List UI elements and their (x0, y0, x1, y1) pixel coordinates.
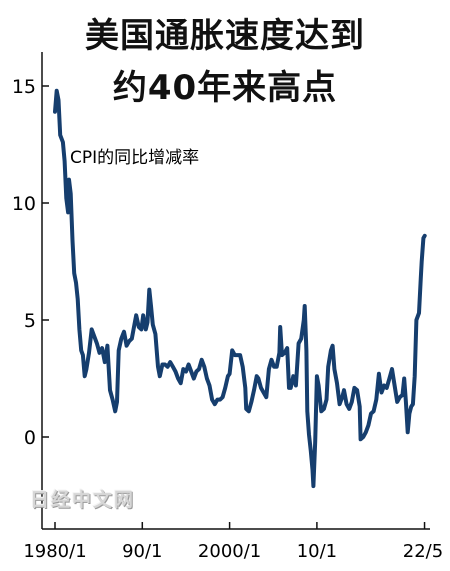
y-tick-label: 0 (24, 427, 36, 449)
x-tick-label: 2000/1 (198, 541, 261, 562)
watermark: 日经中文网 (30, 489, 136, 511)
series-annotation: CPI的同比增减率 (70, 148, 199, 168)
x-tick-label: 10/1 (297, 541, 337, 562)
chart-title-line2: 约40年来高点 (112, 68, 338, 108)
x-tick-label: 1980/1 (23, 541, 86, 562)
y-tick-label: 15 (12, 76, 36, 98)
cpi-series-line (53, 88, 427, 489)
x-tick-label: 90/1 (122, 541, 162, 562)
y-tick-label: 5 (24, 310, 36, 332)
y-tick-label: 10 (12, 193, 36, 215)
x-tick-label: 22/5 (403, 541, 443, 562)
chart-title-line1: 美国通胀速度达到 (85, 16, 365, 56)
